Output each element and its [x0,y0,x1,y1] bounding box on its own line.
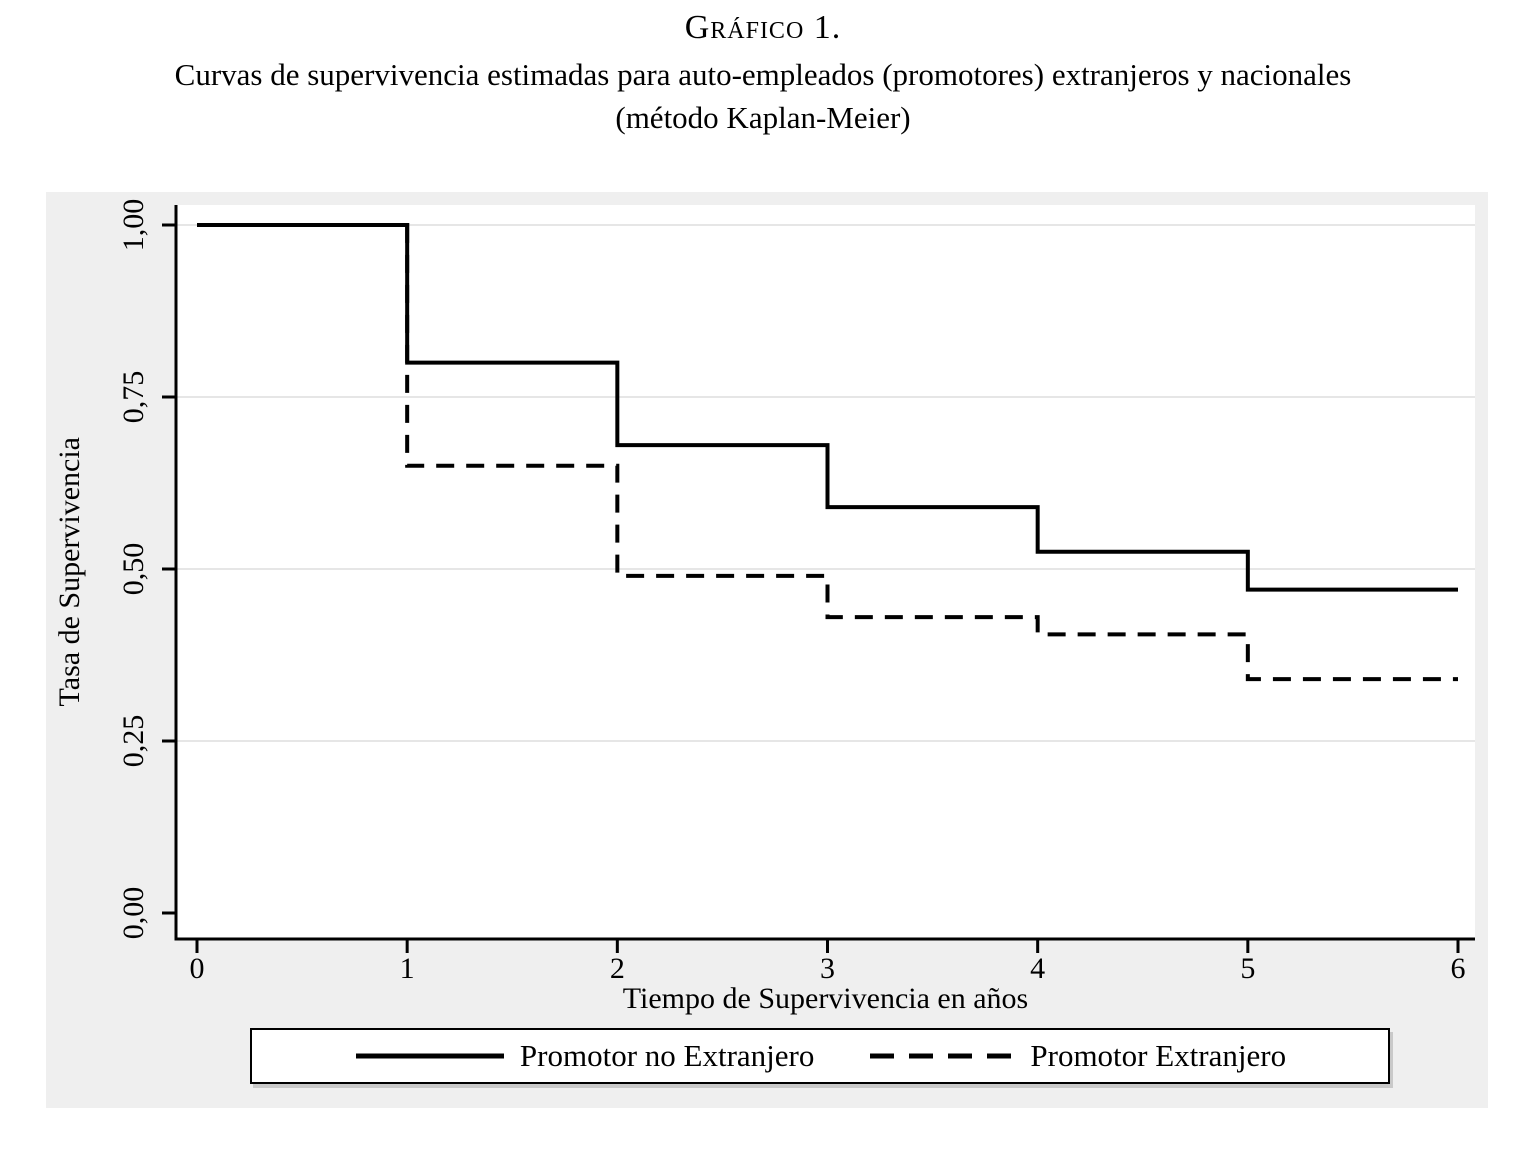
x-axis-title: Tiempo de Supervivencia en años [622,982,1029,1015]
legend-label-extranjero: Promotor Extranjero [1030,1038,1287,1073]
figure-caption: Gráfico 1. [684,9,842,46]
figure-title-line3: (método Kaplan-Meier) [615,100,911,135]
y-axis-title-text: Tasa de Supervivencia [53,437,86,707]
y-tick-label-0,50: 0,50 [117,543,150,596]
x-tick-label-2: 2 [610,952,625,985]
legend-item-extranjero: Promotor Extranjero [868,1038,1286,1074]
curve-extranjero [197,223,1458,682]
legend-item-nacional: Promotor no Extranjero [354,1038,814,1074]
km-chart-svg: 1,00 0,75 0,50 0,25 0,00 0 1 2 3 4 5 6 [46,192,1488,1108]
y-tick-label-1,00: 1,00 [117,199,150,252]
y-tick-label-0,75: 0,75 [117,371,150,424]
x-tick-label-6: 6 [1451,952,1466,985]
x-tick-label-4: 4 [1030,952,1045,985]
x-tick-label-3: 3 [820,952,835,985]
curve-no-extranjero [197,223,1458,592]
y-tick-label-0,00: 0,00 [117,887,150,940]
y-tick-label-0,25: 0,25 [117,715,150,768]
plot-area [176,205,1475,939]
figure-title-line2: Curvas de supervivencia estimadas para a… [174,57,1352,92]
legend-box: Promotor no Extranjero Promotor Extranje… [250,1028,1390,1084]
x-tick-label-0: 0 [190,952,205,985]
km-figure: 1,00 0,75 0,50 0,25 0,00 0 1 2 3 4 5 6 Tasa de Supe… [46,192,1488,1108]
x-tick-label-1: 1 [400,952,415,985]
x-tick-label-5: 5 [1240,952,1255,985]
legend-label-nacional: Promotor no Extranjero [519,1038,815,1073]
legend-line-solid-icon [355,1053,504,1059]
y-axis-title: Tasa de Supervivencia [48,205,92,939]
chart-title-block: Gráfico 1. Curvas de supervivencia estim… [0,6,1526,139]
legend-line-dashed-icon [870,1053,1015,1059]
